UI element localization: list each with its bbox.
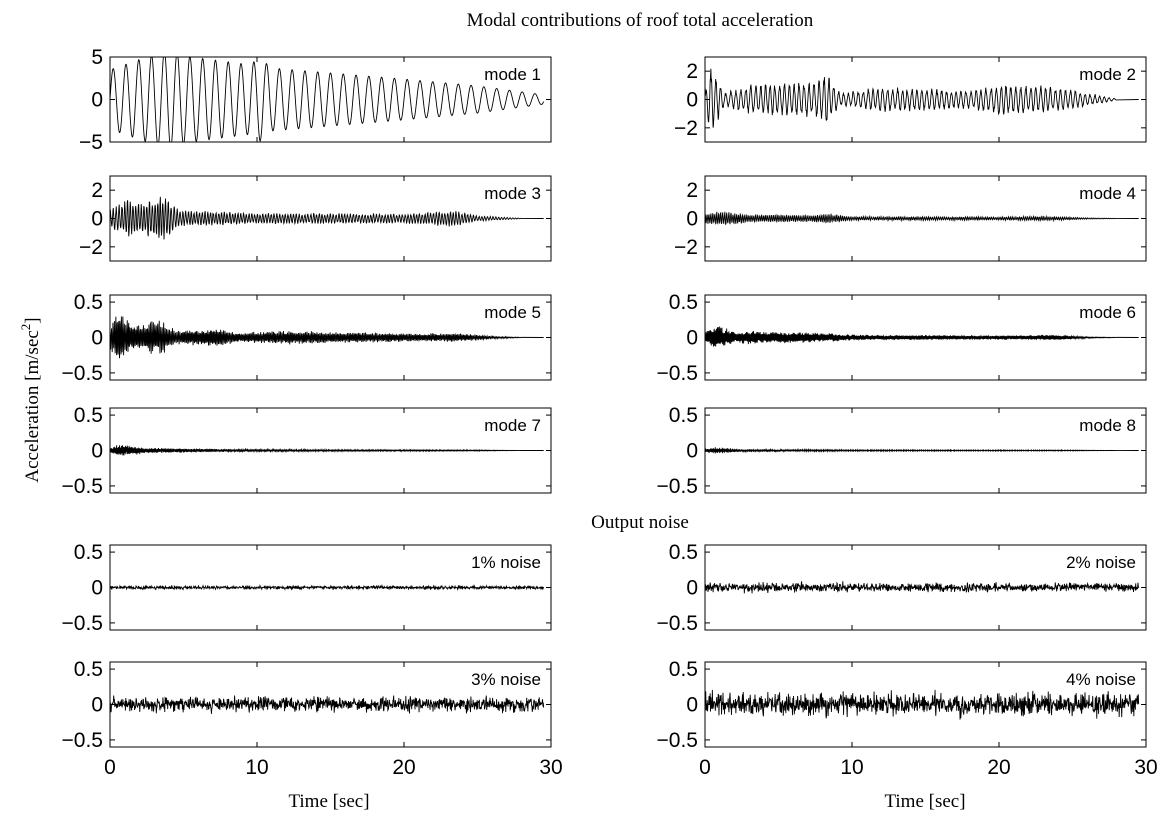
ytick-label-mode-4: −2 (674, 236, 698, 259)
subplot-1pct-noise: −0.5 0 0.5 1% noise (62, 541, 552, 635)
ytick-label-mode-6: −0.5 (657, 362, 698, 385)
ytick-label-1pct-noise: 0.5 (74, 541, 103, 564)
ytick-label-1pct-noise: 0 (91, 577, 103, 600)
xtick-label-3pct-noise: 10 (245, 756, 268, 779)
ytick-label-mode-8: −0.5 (657, 475, 698, 498)
ytick-label-mode-5: 0 (91, 327, 103, 350)
ytick-label-mode-2: 0 (686, 89, 698, 112)
ytick-label-mode-1: 0 (91, 89, 103, 112)
ytick-label-mode-4: 0 (686, 208, 698, 231)
ytick-label-mode-6: 0.5 (669, 291, 698, 314)
ytick-label-mode-4: 2 (686, 179, 698, 202)
subplot-mode-7: −0.5 0 0.5 mode 7 (62, 404, 552, 498)
ytick-label-mode-3: 2 (91, 179, 103, 202)
y-axis-label: Acceleration [m/sec2] (18, 317, 43, 482)
ytick-label-2pct-noise: 0.5 (669, 541, 698, 564)
panel-label-mode-5: mode 5 (484, 303, 541, 322)
ytick-label-4pct-noise: 0.5 (669, 658, 698, 681)
panel-label-4pct-noise: 4% noise (1066, 670, 1136, 689)
ytick-label-mode-7: 0 (91, 440, 103, 463)
xtick-label-3pct-noise: 20 (392, 756, 415, 779)
xtick-label-4pct-noise: 0 (699, 756, 711, 779)
panel-label-3pct-noise: 3% noise (471, 670, 541, 689)
figure-title: Modal contributions of roof total accele… (467, 10, 814, 31)
panel-label-1pct-noise: 1% noise (471, 553, 541, 572)
xtick-label-4pct-noise: 20 (987, 756, 1010, 779)
series-line-mode-4 (705, 211, 1139, 226)
ytick-label-mode-8: 0 (686, 440, 698, 463)
subplot-mode-1: −5 0 5 mode 1 (79, 46, 552, 154)
series-line-mode-5 (110, 316, 544, 359)
subplot-2pct-noise: −0.5 0 0.5 2% noise (657, 541, 1147, 635)
ytick-label-mode-2: 2 (686, 60, 698, 83)
ytick-label-2pct-noise: 0 (686, 577, 698, 600)
ytick-label-mode-7: 0.5 (74, 404, 103, 427)
ytick-label-mode-5: −0.5 (62, 362, 103, 385)
series-line-2pct-noise (705, 581, 1140, 594)
x-axis-label-left: Time [sec] (288, 791, 369, 812)
x-axis-label-right: Time [sec] (884, 791, 965, 812)
ytick-label-mode-7: −0.5 (62, 475, 103, 498)
ytick-label-3pct-noise: 0 (91, 694, 103, 717)
panel-label-mode-7: mode 7 (484, 416, 541, 435)
subplot-mode-2: −2 0 2 mode 2 (674, 56, 1147, 143)
ytick-label-3pct-noise: 0.5 (74, 658, 103, 681)
panel-label-2pct-noise: 2% noise (1066, 553, 1136, 572)
panel-label-mode-2: mode 2 (1079, 65, 1136, 84)
ytick-label-mode-8: 0.5 (669, 404, 698, 427)
ytick-label-mode-3: −2 (79, 236, 103, 259)
ytick-label-1pct-noise: −0.5 (62, 612, 103, 635)
xtick-label-4pct-noise: 30 (1134, 756, 1157, 779)
series-line-mode-2 (705, 68, 1139, 128)
xtick-label-3pct-noise: 30 (539, 756, 562, 779)
panel-label-mode-8: mode 8 (1079, 416, 1136, 435)
panel-label-mode-1: mode 1 (484, 65, 541, 84)
section-title-output-noise: Output noise (591, 512, 689, 533)
xtick-label-4pct-noise: 10 (840, 756, 863, 779)
series-line-mode-8 (705, 447, 1139, 454)
ytick-label-3pct-noise: −0.5 (62, 729, 103, 752)
ytick-label-mode-6: 0 (686, 327, 698, 350)
ytick-label-mode-3: 0 (91, 208, 103, 231)
subplot-grid: −5 0 5 mode 1 −2 0 2 mode 2 −2 0 2 mode 3 −2 0 2 mode 4… (62, 46, 1158, 779)
ytick-label-2pct-noise: −0.5 (657, 612, 698, 635)
panel-label-mode-6: mode 6 (1079, 303, 1136, 322)
ytick-label-mode-5: 0.5 (74, 291, 103, 314)
series-line-3pct-noise (110, 695, 545, 714)
series-line-mode-3 (110, 196, 544, 240)
xtick-label-3pct-noise: 0 (104, 756, 116, 779)
ytick-label-mode-1: −5 (79, 131, 103, 154)
series-line-1pct-noise (110, 584, 545, 591)
series-line-mode-1 (110, 57, 545, 142)
subplot-mode-8: −0.5 0 0.5 mode 8 (657, 404, 1147, 498)
subplot-mode-6: −0.5 0 0.5 mode 6 (657, 291, 1147, 385)
panel-label-mode-3: mode 3 (484, 184, 541, 203)
ytick-label-mode-1: 5 (91, 46, 103, 69)
panel-label-mode-4: mode 4 (1079, 184, 1136, 203)
subplot-3pct-noise: −0.500.50 10 20 303% noise (62, 658, 563, 779)
series-line-4pct-noise (705, 689, 1140, 720)
series-line-mode-6 (705, 326, 1139, 347)
ytick-label-4pct-noise: −0.5 (657, 729, 698, 752)
subplot-mode-4: −2 0 2 mode 4 (674, 175, 1147, 262)
ytick-label-mode-2: −2 (674, 117, 698, 140)
series-line-mode-7 (110, 445, 544, 456)
subplot-mode-3: −2 0 2 mode 3 (79, 175, 552, 262)
ytick-label-4pct-noise: 0 (686, 694, 698, 717)
subplot-4pct-noise: −0.500.50 10 20 304% noise (657, 658, 1158, 779)
subplot-mode-5: −0.5 0 0.5 mode 5 (62, 291, 552, 385)
